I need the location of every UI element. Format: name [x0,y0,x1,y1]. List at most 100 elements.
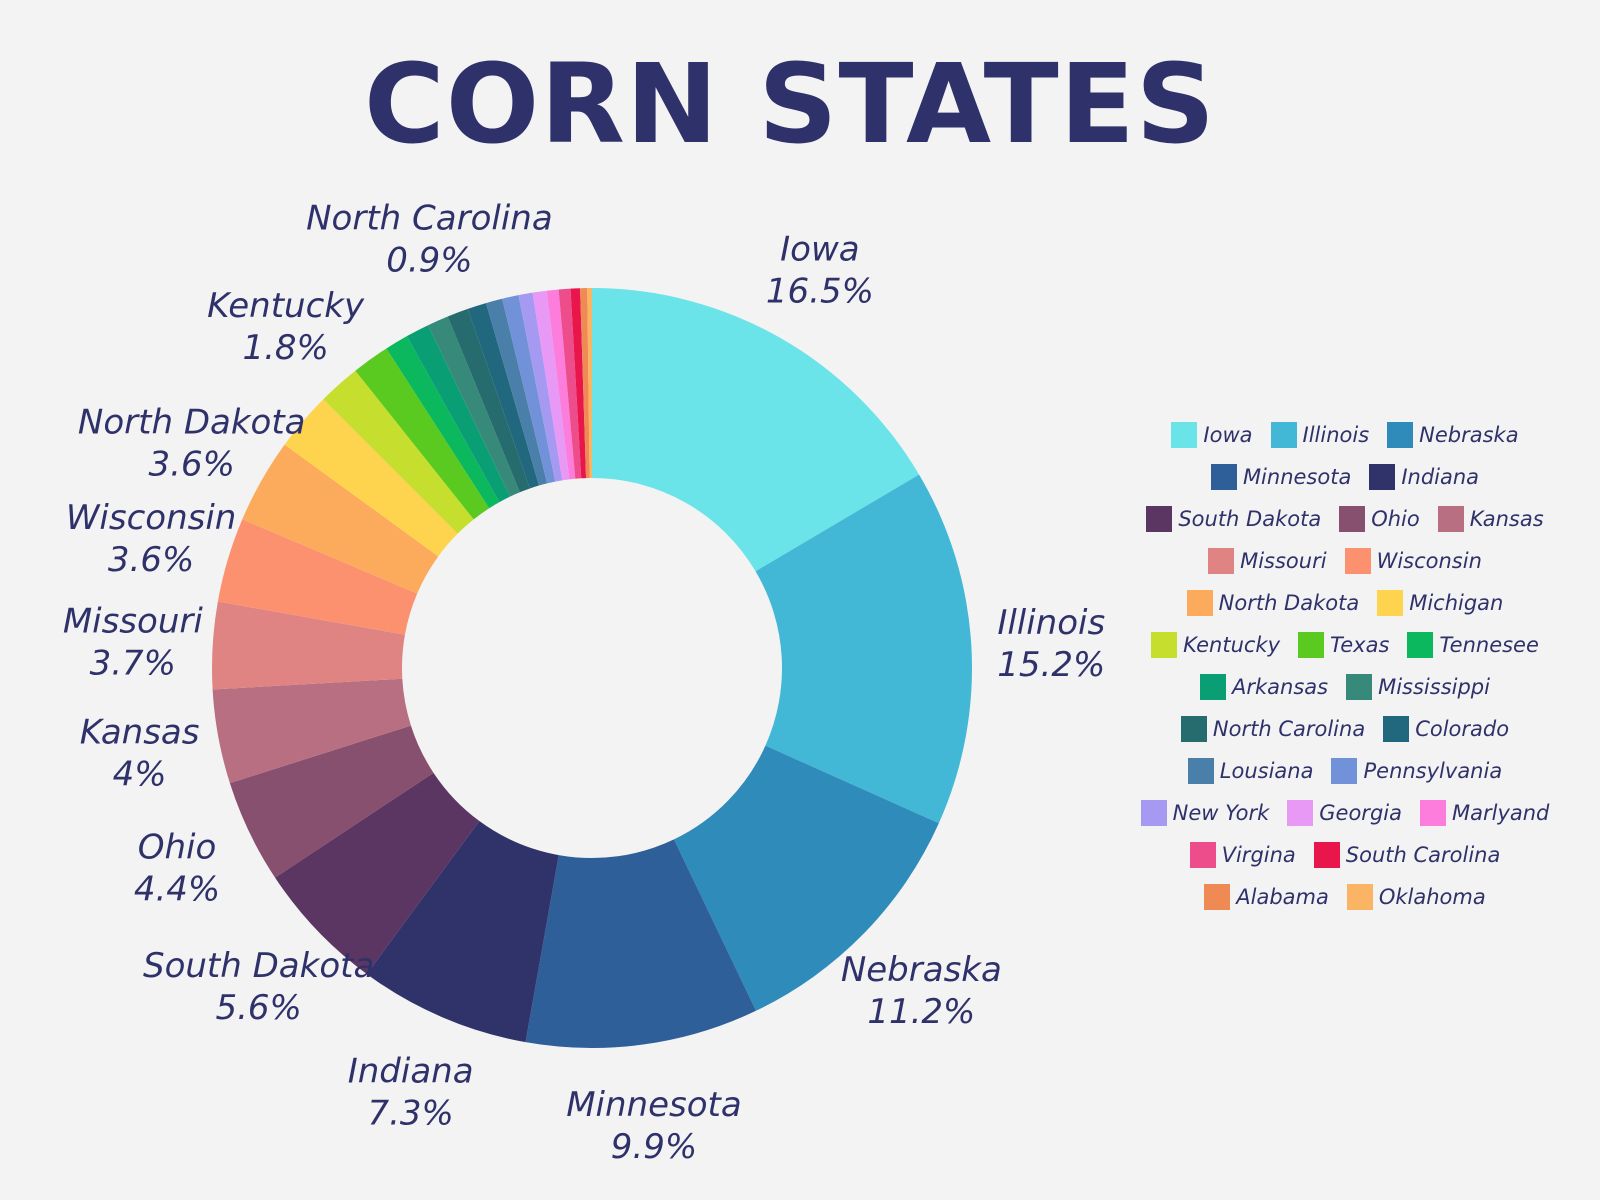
legend-item-south-carolina: South Carolina [1313,842,1501,868]
legend-swatch [1419,800,1446,826]
slice-label-nebraska: Nebraska 11.2% [841,950,1002,1032]
slice-south-carolina [570,288,587,479]
legend-swatch [1186,590,1213,616]
legend-label: Texas [1330,633,1390,657]
legend-row: Virgina South Carolina [1120,834,1570,876]
legend-swatch [1180,716,1207,742]
legend-label: Arkansas [1232,675,1329,699]
slice-indiana [366,821,559,1043]
slice-south-dakota [275,772,480,975]
legend-item-marlyand: Marlyand [1419,800,1550,826]
slice-alabama [580,288,590,479]
legend-item-texas: Texas [1298,632,1389,658]
legend-item-kentucky: Kentucky [1151,632,1280,658]
legend-label: Lousiana [1219,759,1314,783]
slice-new-york [518,292,563,482]
legend-label: New York [1172,801,1270,825]
slice-label-indiana: Indiana 7.3% [348,1052,474,1134]
legend-swatch [1369,464,1396,490]
legend-row: Arkansas Mississippi [1120,666,1570,708]
legend-swatch [1346,674,1373,700]
slice-label-north-carolina: North Carolina 0.9% [306,199,553,281]
legend-item-illinois: Illinois [1270,422,1370,448]
legend-swatch [1210,464,1237,490]
legend-label: Alabama [1236,885,1329,909]
legend-row: North Dakota Michigan [1120,582,1570,624]
slice-mississippi [428,316,520,497]
legend-item-virgina: Virgina [1189,842,1296,868]
legend-item-kansas: Kansas [1437,506,1544,532]
legend-item-nebraska: Nebraska [1387,422,1519,448]
legend-row: Minnesota Indiana [1120,456,1570,498]
legend-row: New York Georgia Marlyand [1120,792,1570,834]
legend-label: Kansas [1469,507,1544,531]
legend-item-alabama: Alabama [1204,884,1329,910]
slice-label-north-dakota: North Dakota 3.6% [78,402,306,484]
legend-swatch [1331,758,1358,784]
slice-iowa [592,288,920,572]
legend-item-georgia: Georgia [1287,800,1402,826]
legend-item-wisconsin: Wisconsin [1344,548,1482,574]
donut-slices [211,288,972,1048]
slice-label-kentucky: Kentucky 1.8% [207,286,365,368]
legend-item-iowa: Iowa [1171,422,1253,448]
legend-label: Marlyand [1451,801,1550,825]
slice-missouri [211,601,405,690]
legend-item-indiana: Indiana [1369,464,1479,490]
legend-swatch [1383,716,1410,742]
legend-row: South Dakota Ohio Kansas [1120,498,1570,540]
legend-row: North Carolina Colorado [1120,708,1570,750]
slice-kansas [212,678,411,784]
legend-item-oklahoma: Oklahoma [1346,884,1486,910]
slice-marlyand [546,289,576,480]
legend-swatch [1298,632,1325,658]
legend-label: Michigan [1409,591,1504,615]
slice-pennsylvania [502,295,556,484]
legend-label: Tennesee [1439,633,1539,657]
slice-colorado [467,303,539,489]
legend-item-south-dakota: South Dakota [1146,506,1321,532]
legend-swatch [1140,800,1167,826]
slice-kentucky [323,370,474,534]
legend-label: Virgina [1221,843,1296,867]
legend-item-michigan: Michigan [1377,590,1503,616]
legend-item-minnesota: Minnesota [1210,464,1351,490]
legend-swatch [1200,674,1226,700]
slice-oklahoma [587,288,592,479]
slice-michigan [284,399,458,557]
legend-label: Indiana [1401,465,1480,489]
legend-label: Wisconsin [1376,549,1482,573]
slice-ohio [229,725,434,878]
slice-label-south-dakota: South Dakota 5.6% [143,946,374,1028]
slice-label-illinois: Illinois 15.2% [997,603,1105,685]
legend-swatch [1346,884,1373,910]
slice-north-carolina [447,308,530,493]
legend-item-tennesee: Tennesee [1407,632,1539,658]
legend-swatch [1187,758,1214,784]
slice-georgia [532,290,570,481]
legend-item-missouri: Missouri [1208,548,1327,574]
slice-lousiana [485,298,548,486]
slice-wisconsin [217,519,418,635]
legend-swatch [1339,506,1366,532]
legend-row: Missouri Wisconsin [1120,540,1570,582]
legend-swatch [1270,422,1297,448]
legend-swatch [1146,506,1173,532]
slice-nebraska [673,745,939,1011]
legend-item-north-carolina: North Carolina [1180,716,1365,742]
chart-title: CORN STATES [363,40,1216,168]
legend-label: Iowa [1203,423,1253,447]
legend-item-arkansas: Arkansas [1200,674,1328,700]
legend-label: South Carolina [1345,843,1501,867]
legend-label: Illinois [1302,423,1370,447]
legend-item-north-dakota: North Dakota [1186,590,1360,616]
slice-virgina [558,288,582,479]
legend-label: North Dakota [1218,591,1360,615]
legend-label: Mississippi [1378,675,1490,699]
slice-minnesota [525,839,756,1048]
legend-label: Oklahoma [1378,885,1486,909]
slice-arkansas [406,325,511,503]
legend-row: Alabama Oklahoma [1120,876,1570,918]
slice-illinois [755,474,972,824]
